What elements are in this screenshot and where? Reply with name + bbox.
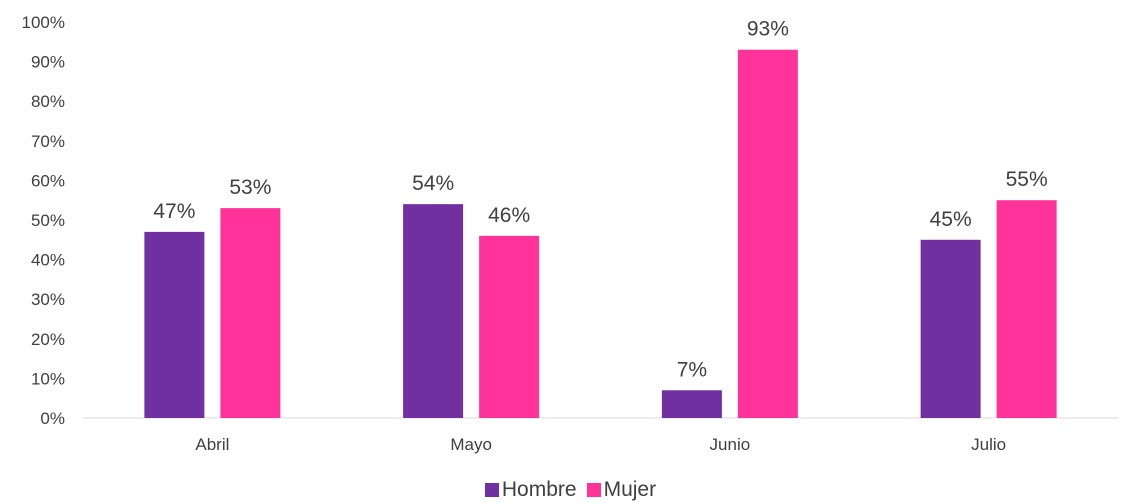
data-label-hombre-mayo: 54% <box>412 172 454 195</box>
y-tick-label: 70% <box>31 132 65 151</box>
y-tick-label: 30% <box>31 290 65 309</box>
legend-swatch-mujer <box>586 483 601 497</box>
bar-mujer-mayo <box>479 235 540 418</box>
data-label-mujer-julio: 55% <box>1006 168 1048 191</box>
y-tick-label: 20% <box>31 330 65 349</box>
data-label-hombre-junio: 7% <box>677 358 707 381</box>
legend-label-hombre: Hombre <box>501 478 577 501</box>
bars-group <box>144 49 1057 418</box>
data-labels-group: 47% 53% 54% 46% 7% 93% 45% 55% <box>153 18 1047 382</box>
bar-mujer-julio <box>996 200 1057 418</box>
bar-hombre-mayo <box>403 204 464 418</box>
y-tick-label: 90% <box>31 53 65 72</box>
y-tick-label: 80% <box>31 92 65 111</box>
y-tick-label: 50% <box>31 211 65 230</box>
y-tick-label: 10% <box>31 369 65 388</box>
y-tick-label: 100% <box>22 13 65 32</box>
y-tick-label: 40% <box>31 251 65 270</box>
legend: Hombre Mujer <box>0 478 1141 502</box>
legend-item-mujer: Mujer <box>586 478 657 502</box>
bar-hombre-junio <box>661 390 722 418</box>
x-axis-categories: Abril Mayo Junio Julio <box>195 435 1006 454</box>
y-tick-label: 60% <box>31 171 65 190</box>
data-label-hombre-abril: 47% <box>153 200 195 223</box>
bar-hombre-julio <box>920 239 981 418</box>
y-tick-label: 0% <box>40 409 65 428</box>
legend-label-mujer: Mujer <box>603 478 657 501</box>
x-category-label: Junio <box>710 435 751 454</box>
data-label-hombre-julio: 45% <box>930 208 972 231</box>
bar-mujer-abril <box>220 208 281 418</box>
y-axis-ticks: 0% 10% 20% 30% 40% 50% 60% 70% 80% 90% 100% <box>22 13 65 428</box>
data-label-mujer-junio: 93% <box>747 18 789 41</box>
bar-hombre-abril <box>144 231 205 418</box>
legend-swatch-hombre <box>484 483 499 497</box>
data-label-mujer-mayo: 46% <box>488 204 530 227</box>
x-category-label: Abril <box>195 435 229 454</box>
bar-chart: 0% 10% 20% 30% 40% 50% 60% 70% 80% 90% 100% 47% 53%… <box>22 13 1118 454</box>
legend-item-hombre: Hombre <box>484 478 577 502</box>
data-label-mujer-abril: 53% <box>229 176 271 199</box>
bar-mujer-junio <box>737 49 798 418</box>
x-category-label: Mayo <box>450 435 492 454</box>
x-category-label: Julio <box>971 435 1006 454</box>
